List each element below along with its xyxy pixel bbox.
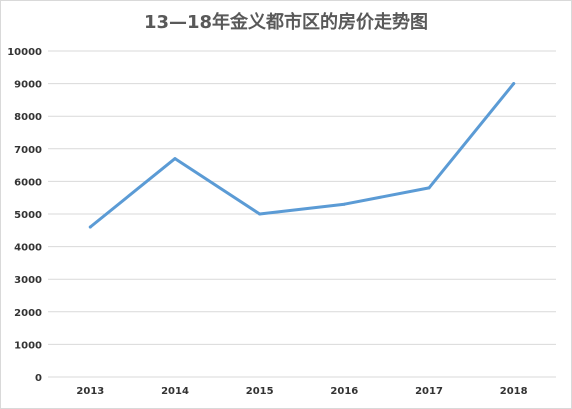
y-tick-label: 0 [35,373,42,384]
series-line [88,82,516,229]
data-point [512,82,516,86]
x-tick-label: 2013 [76,386,104,397]
y-tick-label: 3000 [14,275,42,286]
y-tick-label: 5000 [14,210,42,221]
y-tick-label: 10000 [7,47,42,58]
data-point [258,212,262,216]
y-tick-label: 4000 [14,243,42,254]
x-tick-label: 2015 [246,386,274,397]
y-tick-label: 2000 [14,308,42,319]
x-tick-label: 2014 [161,386,189,397]
chart-title: 13—18年金义都市区的房价走势图 [143,12,429,33]
data-point [427,186,431,190]
y-tick-label: 1000 [14,340,42,351]
y-tick-label: 9000 [14,80,42,91]
x-tick-label: 2017 [415,386,443,397]
data-point [88,225,92,229]
y-tick-label: 7000 [14,145,42,156]
data-point [173,157,177,161]
x-tick-label: 2018 [500,386,528,397]
y-tick-label: 6000 [14,177,42,188]
y-tick-label: 8000 [14,112,42,123]
data-point [342,202,346,206]
x-tick-label: 2016 [330,386,358,397]
